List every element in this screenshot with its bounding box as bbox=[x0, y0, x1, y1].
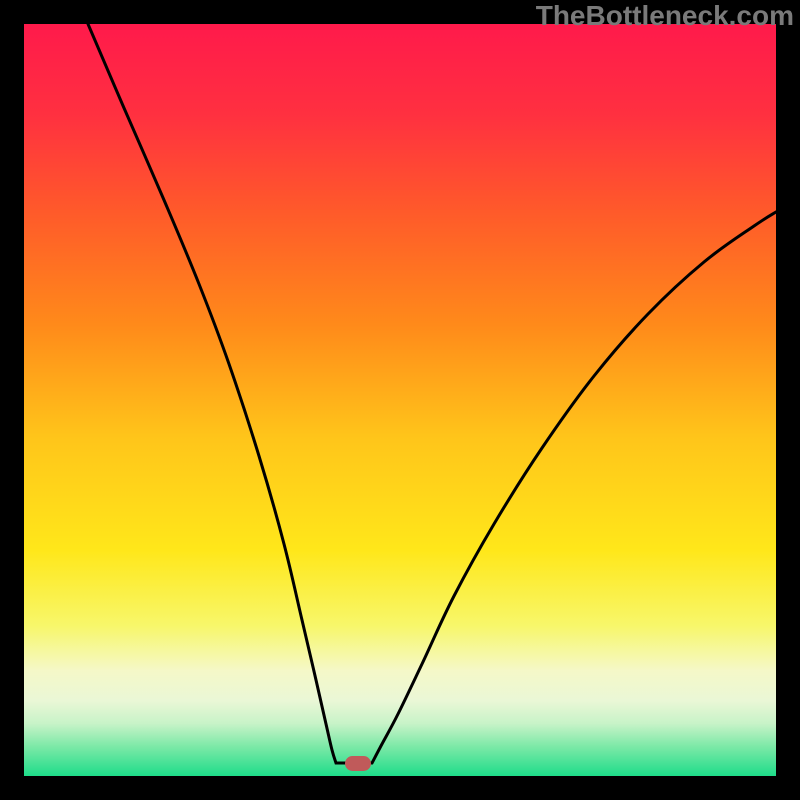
plot-area bbox=[24, 24, 776, 776]
valley-marker bbox=[345, 756, 371, 771]
bottleneck-curve bbox=[88, 24, 776, 763]
watermark-text: TheBottleneck.com bbox=[536, 0, 794, 32]
outer-frame: TheBottleneck.com bbox=[0, 0, 800, 800]
plot-svg bbox=[24, 24, 776, 776]
